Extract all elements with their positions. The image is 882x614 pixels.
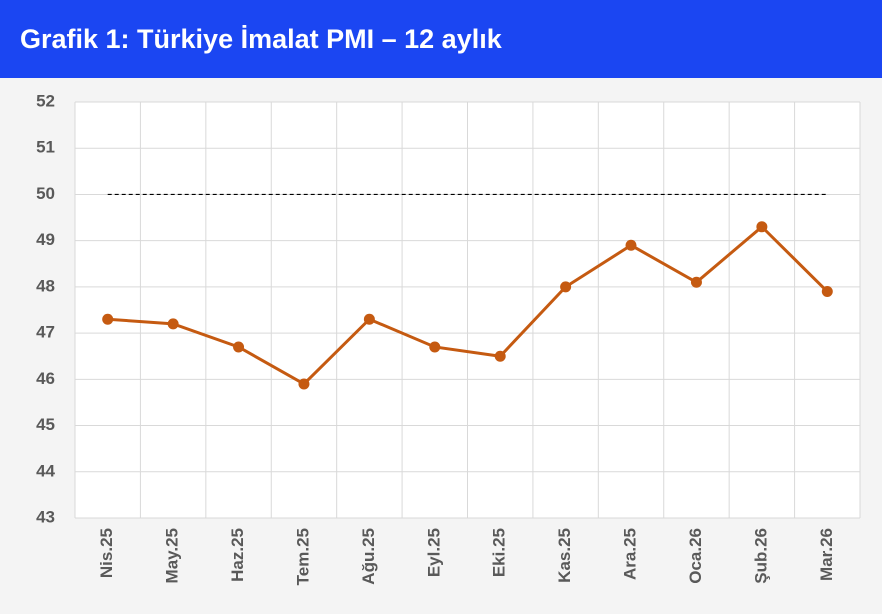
y-tick-label: 43 bbox=[36, 507, 55, 526]
x-tick-label: Eki.25 bbox=[490, 528, 509, 577]
point bbox=[494, 350, 506, 362]
point bbox=[821, 286, 833, 298]
point bbox=[167, 318, 179, 330]
x-tick-label: Kas.25 bbox=[555, 528, 574, 583]
y-tick-label: 50 bbox=[36, 184, 55, 203]
y-tick-label: 49 bbox=[36, 230, 55, 249]
x-tick-label: Şub.26 bbox=[751, 528, 770, 584]
x-tick-label: Haz.25 bbox=[228, 528, 247, 582]
x-tick-label: Ağu.25 bbox=[359, 528, 378, 585]
y-tick-label: 45 bbox=[36, 415, 55, 434]
header: Grafik 1: Türkiye İmalat PMI – 12 aylık bbox=[0, 0, 882, 78]
x-tick-label: Tem.25 bbox=[293, 528, 312, 585]
x-tick-label: Oca.26 bbox=[686, 528, 705, 584]
y-tick-label: 51 bbox=[36, 138, 55, 157]
y-tick-label: 46 bbox=[36, 369, 55, 388]
y-tick-label: 47 bbox=[36, 323, 55, 342]
point bbox=[690, 276, 702, 288]
y-tick-label: 44 bbox=[36, 461, 55, 480]
x-tick-label: Ara.25 bbox=[621, 528, 640, 580]
point bbox=[233, 341, 245, 353]
chart: 43 44 45 46 47 48 49 50 51 52 Nis.25 May.25 Haz.25 Te… bbox=[36, 91, 861, 585]
y-tick-label: 48 bbox=[36, 276, 55, 295]
point bbox=[429, 341, 441, 353]
point bbox=[560, 281, 572, 293]
point bbox=[625, 239, 637, 251]
series-line bbox=[107, 224, 829, 386]
x-tick-label: Nis.25 bbox=[97, 528, 116, 578]
x-tick-label: Eyl.25 bbox=[424, 528, 443, 577]
x-tick-label: May.25 bbox=[163, 528, 182, 583]
chart-title: Grafik 1: Türkiye İmalat PMI – 12 aylık bbox=[20, 24, 502, 54]
point bbox=[756, 221, 768, 233]
point bbox=[102, 313, 114, 325]
y-tick-label: 52 bbox=[36, 91, 55, 110]
point bbox=[298, 378, 310, 390]
point bbox=[363, 313, 375, 325]
x-tick-label: Mar.26 bbox=[817, 528, 836, 581]
